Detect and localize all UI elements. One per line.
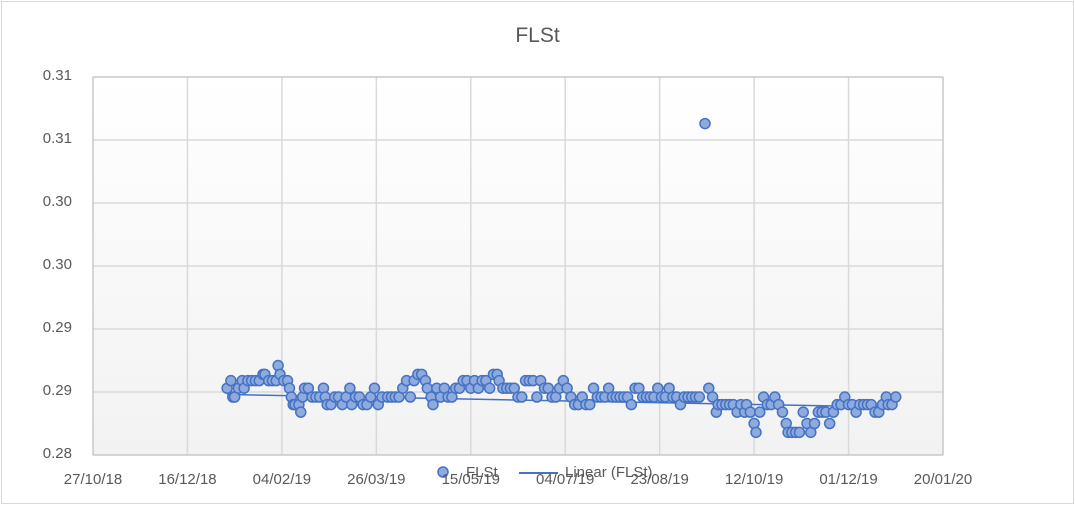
data-point: [295, 406, 307, 418]
data-point: [754, 406, 766, 418]
data-point: [793, 426, 806, 439]
x-tick-label: 12/10/19: [724, 471, 784, 488]
y-tick-label: 0.30: [42, 193, 72, 210]
data-point: [693, 391, 706, 403]
data-point: [699, 117, 711, 130]
y-tick-label: 0.31: [42, 67, 72, 84]
chart-title: FLSt: [515, 24, 560, 47]
data-point: [344, 382, 356, 394]
data-point: [744, 406, 757, 418]
data-point: [625, 398, 638, 411]
x-tick-label: 04/02/19: [252, 471, 312, 488]
data-point: [797, 406, 809, 418]
y-tick-label: 0.28: [42, 445, 72, 462]
x-tick-label: 16/12/18: [158, 471, 217, 488]
x-tick-label: 27/10/18: [63, 471, 123, 488]
legend-marker-icon: [437, 466, 449, 478]
data-point: [225, 374, 237, 387]
x-tick-label: 23/08/19: [630, 471, 689, 488]
data-point: [584, 398, 596, 411]
data-point: [823, 417, 836, 430]
data-point: [483, 382, 496, 394]
data-point: [368, 382, 381, 394]
x-tick-label: 26/03/19: [347, 471, 406, 488]
data-point: [706, 391, 719, 403]
data-point: [516, 391, 528, 403]
plot-border: [92, 76, 944, 456]
x-tick-label: 15/05/19: [441, 471, 500, 488]
data-point: [750, 426, 762, 439]
y-tick-label: 0.29: [42, 382, 72, 399]
data-point: [531, 391, 543, 403]
y-tick-label: 0.29: [42, 319, 72, 336]
data-point: [808, 417, 821, 430]
x-tick-label: 01/12/19: [819, 471, 878, 488]
data-point: [404, 391, 417, 403]
x-tick-label: 04/07/19: [536, 471, 595, 488]
data-point: [427, 398, 439, 411]
legend[interactable]: [437, 466, 558, 478]
legend-label-flst: FLSt: [466, 464, 498, 481]
data-point: [776, 406, 789, 418]
data-point: [890, 391, 902, 403]
data-points: [221, 117, 902, 439]
x-tick-label: 20/01/20: [913, 471, 973, 488]
legend-label-linear: Linear (FLSt): [565, 464, 653, 481]
y-tick-label: 0.31: [42, 130, 72, 147]
y-tick-label: 0.30: [42, 256, 72, 273]
